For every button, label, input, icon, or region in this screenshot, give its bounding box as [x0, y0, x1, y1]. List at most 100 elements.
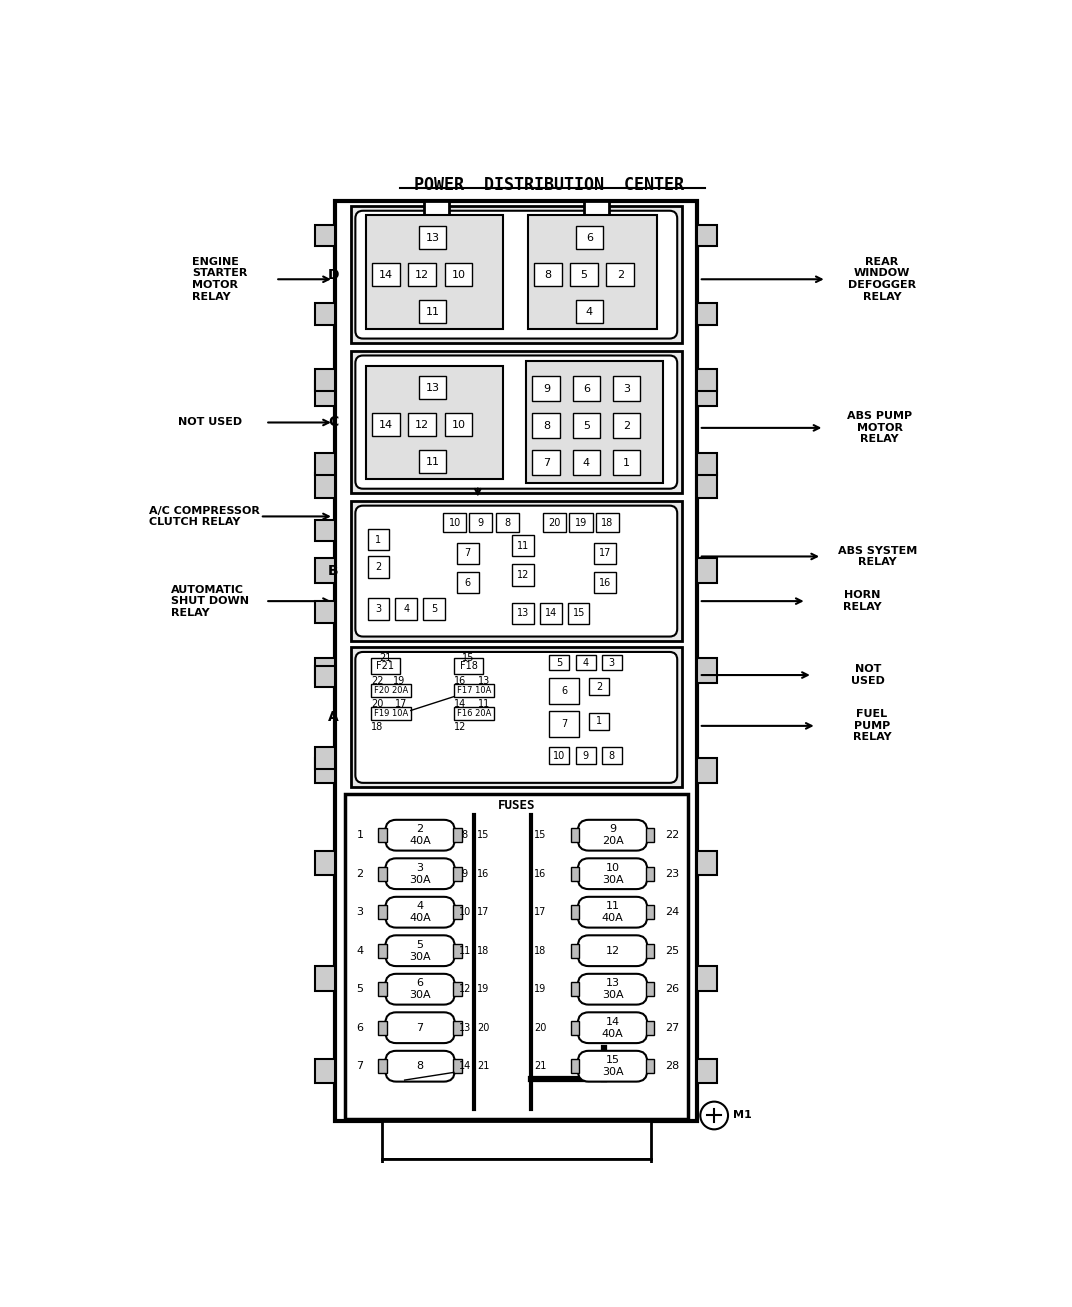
Bar — [382, 1121, 651, 1159]
Bar — [697, 454, 717, 474]
Text: 9: 9 — [542, 384, 550, 393]
Text: 9: 9 — [478, 518, 483, 528]
Text: 7: 7 — [542, 457, 550, 468]
Text: F21: F21 — [376, 661, 394, 670]
Text: 10
30A: 10 30A — [601, 863, 623, 885]
Text: D: D — [327, 268, 339, 281]
Text: 3
30A: 3 30A — [410, 863, 431, 885]
Bar — [372, 413, 400, 437]
Bar — [572, 376, 600, 401]
Text: 3: 3 — [357, 907, 363, 918]
Bar — [697, 558, 717, 583]
Text: 18: 18 — [601, 518, 613, 528]
Text: 13: 13 — [517, 609, 530, 618]
Bar — [594, 542, 615, 565]
Text: 6: 6 — [465, 578, 471, 588]
Text: 13: 13 — [459, 1022, 471, 1033]
FancyBboxPatch shape — [578, 1051, 647, 1082]
Text: 16: 16 — [599, 578, 611, 588]
Bar — [533, 450, 561, 474]
Bar — [590, 678, 610, 695]
Text: ENGINE
STARTER
MOTOR
RELAY: ENGINE STARTER MOTOR RELAY — [192, 257, 248, 302]
Bar — [571, 983, 580, 996]
Text: 10: 10 — [553, 752, 566, 761]
Text: 12: 12 — [459, 984, 471, 995]
Bar — [453, 906, 462, 919]
Bar — [351, 350, 682, 493]
Text: 15: 15 — [477, 830, 489, 840]
Bar — [645, 906, 654, 919]
Text: 14: 14 — [545, 609, 557, 618]
Bar — [418, 376, 446, 400]
Text: 6
30A: 6 30A — [410, 979, 431, 1000]
Bar — [315, 473, 336, 498]
Text: 10: 10 — [448, 518, 461, 528]
FancyBboxPatch shape — [355, 210, 678, 339]
Bar — [533, 376, 561, 401]
Bar — [596, 514, 619, 532]
Bar — [445, 413, 473, 437]
Text: 2: 2 — [596, 681, 602, 691]
Text: 27: 27 — [666, 1022, 680, 1033]
Bar — [372, 263, 400, 286]
Text: 16: 16 — [453, 676, 466, 686]
Text: 4: 4 — [586, 307, 593, 316]
Text: 1: 1 — [596, 716, 602, 727]
Bar — [572, 450, 600, 474]
Text: 4: 4 — [403, 604, 410, 614]
Bar — [315, 851, 336, 876]
Text: 18: 18 — [477, 946, 489, 955]
Bar — [453, 944, 462, 958]
Text: 12: 12 — [415, 269, 430, 280]
Bar — [697, 659, 717, 682]
Bar — [443, 514, 466, 532]
Bar — [445, 263, 473, 286]
Text: FUSES: FUSES — [497, 800, 535, 813]
FancyBboxPatch shape — [578, 897, 647, 928]
Text: 11: 11 — [478, 699, 490, 710]
Bar — [571, 867, 580, 881]
Text: 12: 12 — [453, 723, 466, 732]
Text: 16: 16 — [477, 869, 489, 878]
Bar — [367, 366, 503, 480]
FancyBboxPatch shape — [386, 1013, 455, 1043]
Text: 11: 11 — [517, 541, 530, 550]
Bar — [378, 829, 387, 842]
Bar — [351, 501, 682, 642]
Bar — [378, 906, 387, 919]
Bar — [645, 867, 654, 881]
Bar — [418, 450, 446, 473]
Bar — [453, 707, 494, 720]
Bar — [612, 413, 640, 438]
Bar — [550, 711, 579, 737]
Text: 15: 15 — [462, 654, 475, 663]
Bar — [612, 450, 640, 474]
Text: 14: 14 — [379, 420, 393, 430]
Text: 13: 13 — [426, 233, 440, 243]
Text: 12: 12 — [415, 420, 430, 430]
Bar — [697, 380, 717, 405]
Bar — [344, 793, 688, 1119]
Text: 14: 14 — [459, 1061, 471, 1072]
Bar — [315, 558, 336, 583]
Bar — [396, 599, 417, 620]
Bar — [470, 514, 492, 532]
Text: 4
40A: 4 40A — [410, 902, 431, 923]
Bar — [457, 572, 478, 593]
Text: 22: 22 — [666, 830, 680, 840]
Bar — [645, 1059, 654, 1073]
Text: 20: 20 — [477, 1022, 489, 1033]
Bar — [601, 748, 622, 765]
Text: 13: 13 — [478, 676, 490, 686]
Text: 22: 22 — [371, 676, 384, 686]
Bar — [378, 867, 387, 881]
Text: C: C — [328, 416, 338, 430]
Bar — [590, 712, 610, 729]
Text: 16: 16 — [534, 869, 547, 878]
Bar — [453, 659, 483, 673]
Text: 11: 11 — [426, 307, 440, 316]
Bar — [512, 603, 534, 625]
Text: 8: 8 — [609, 752, 615, 761]
Text: HORN
RELAY: HORN RELAY — [843, 591, 881, 612]
Bar — [569, 514, 593, 532]
